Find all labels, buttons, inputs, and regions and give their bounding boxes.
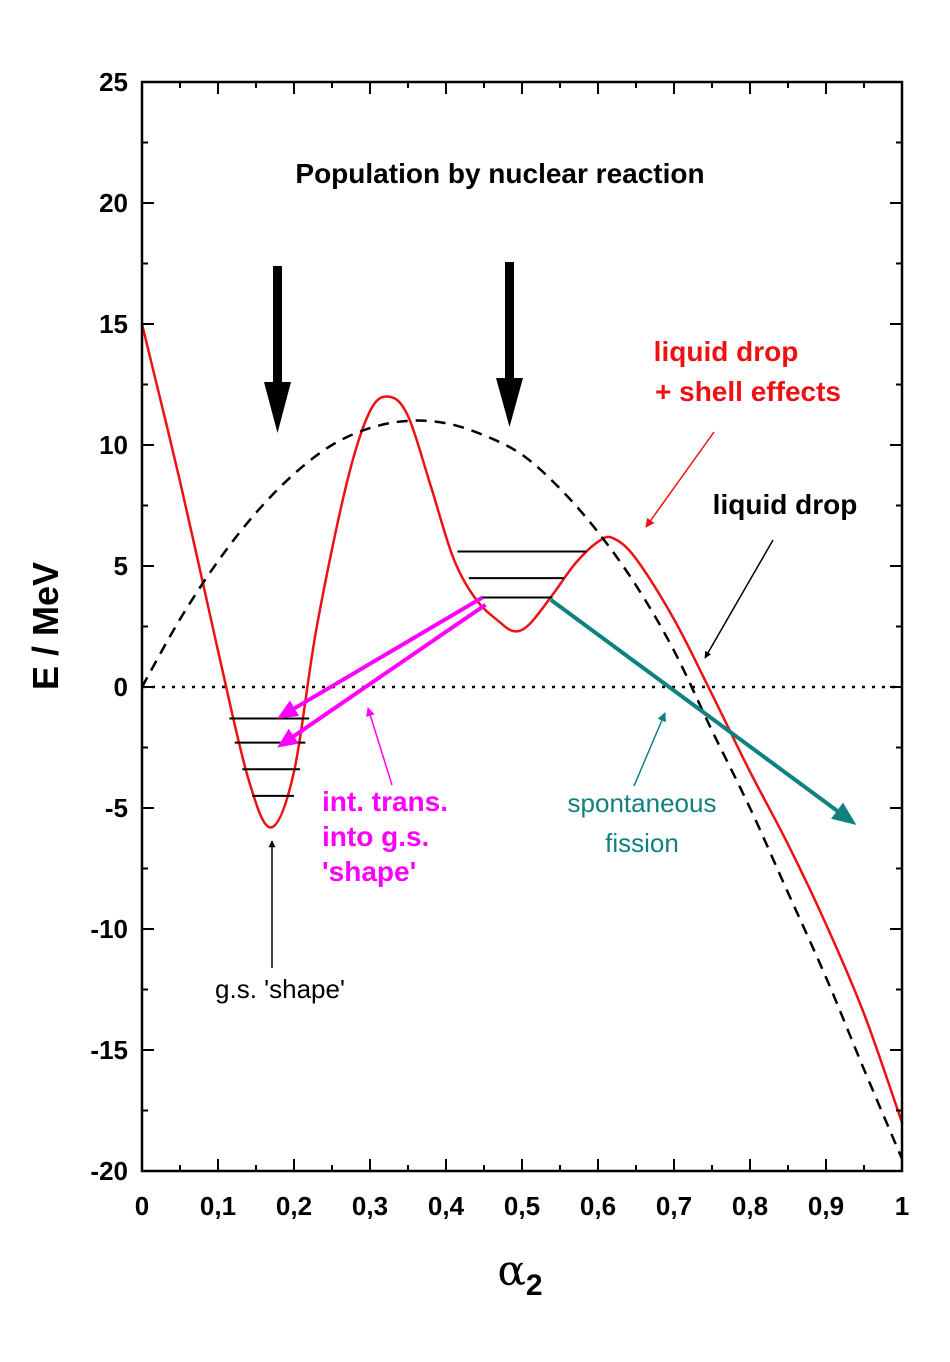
x-tick-label: 0,6 bbox=[580, 1191, 616, 1221]
x-tick-label: 0,3 bbox=[352, 1191, 388, 1221]
x-axis-title-main: α bbox=[497, 1246, 525, 1295]
annotation-gs-shape: g.s. 'shape' bbox=[215, 974, 345, 1004]
transition-arrow-lower bbox=[277, 603, 487, 748]
series-line-liquid-drop bbox=[140, 419, 904, 1160]
x-axis-title: α2 bbox=[497, 1246, 542, 1302]
x-tick-label: 0,1 bbox=[200, 1191, 236, 1221]
x-tick-label: 0 bbox=[135, 1191, 149, 1221]
annotation-int-trans-line1: int. trans. bbox=[322, 786, 448, 817]
pointer-arrow-shell bbox=[645, 431, 715, 528]
x-tick-label: 0,5 bbox=[504, 1191, 540, 1221]
y-axis-title: E / MeV bbox=[25, 562, 66, 690]
chart-title: Population by nuclear reaction bbox=[295, 158, 704, 189]
x-tick-label: 0,2 bbox=[276, 1191, 312, 1221]
x-tick-label: 1 bbox=[895, 1191, 909, 1221]
y-tick-label: 10 bbox=[99, 430, 128, 460]
y-tick-label: 0 bbox=[114, 672, 128, 702]
pointer-arrow-fission bbox=[633, 712, 666, 787]
population-arrow-left bbox=[264, 266, 291, 433]
annotation-spontaneous-line2: fission bbox=[605, 828, 679, 858]
labels-layer: 0 0,1 0,2 0,3 0,4 0,5 0,6 0,7 0,8 0,9 1 -20 -15 -10 -5… bbox=[90, 67, 909, 1221]
fission-arrow bbox=[549, 598, 857, 825]
annotation-liquid-drop: liquid drop bbox=[713, 489, 858, 520]
y-tick-label: 25 bbox=[99, 67, 128, 97]
curves-layer bbox=[140, 323, 904, 1160]
y-tick-label: -10 bbox=[90, 914, 128, 944]
levels-layer bbox=[229, 550, 587, 797]
x-tick-label: 0,8 bbox=[732, 1191, 768, 1221]
plot-frame bbox=[140, 80, 904, 1173]
y-tick-label: 15 bbox=[99, 309, 128, 339]
frame-layer bbox=[140, 80, 904, 1173]
annotation-int-trans-line3: 'shape' bbox=[322, 856, 416, 887]
y-tick-label: 20 bbox=[99, 188, 128, 218]
transition-arrow-upper bbox=[277, 595, 484, 719]
annotation-spontaneous-line1: spontaneous bbox=[568, 788, 717, 818]
pointer-arrow-int-trans bbox=[366, 707, 393, 786]
annotation-int-trans-line2: into g.s. bbox=[322, 821, 429, 852]
ticks-layer bbox=[141, 81, 903, 1172]
pointer-arrow-liquid-drop bbox=[704, 539, 774, 659]
x-axis-title-subscript: 2 bbox=[526, 1269, 543, 1302]
population-arrow-right bbox=[496, 262, 523, 427]
y-tick-label: -5 bbox=[105, 793, 128, 823]
series-line-liquid-drop-shell-effects bbox=[140, 323, 904, 1124]
annotation-shell-line1: liquid drop bbox=[654, 336, 799, 367]
x-tick-label: 0,9 bbox=[808, 1191, 844, 1221]
annotation-shell-line2: + shell effects bbox=[655, 376, 841, 407]
arrows-layer bbox=[277, 595, 857, 825]
x-tick-label: 0,4 bbox=[428, 1191, 465, 1221]
y-tick-label: -20 bbox=[90, 1156, 128, 1186]
x-tick-label: 0,7 bbox=[656, 1191, 692, 1221]
y-tick-label: 5 bbox=[114, 551, 128, 581]
y-tick-label: -15 bbox=[90, 1035, 128, 1065]
